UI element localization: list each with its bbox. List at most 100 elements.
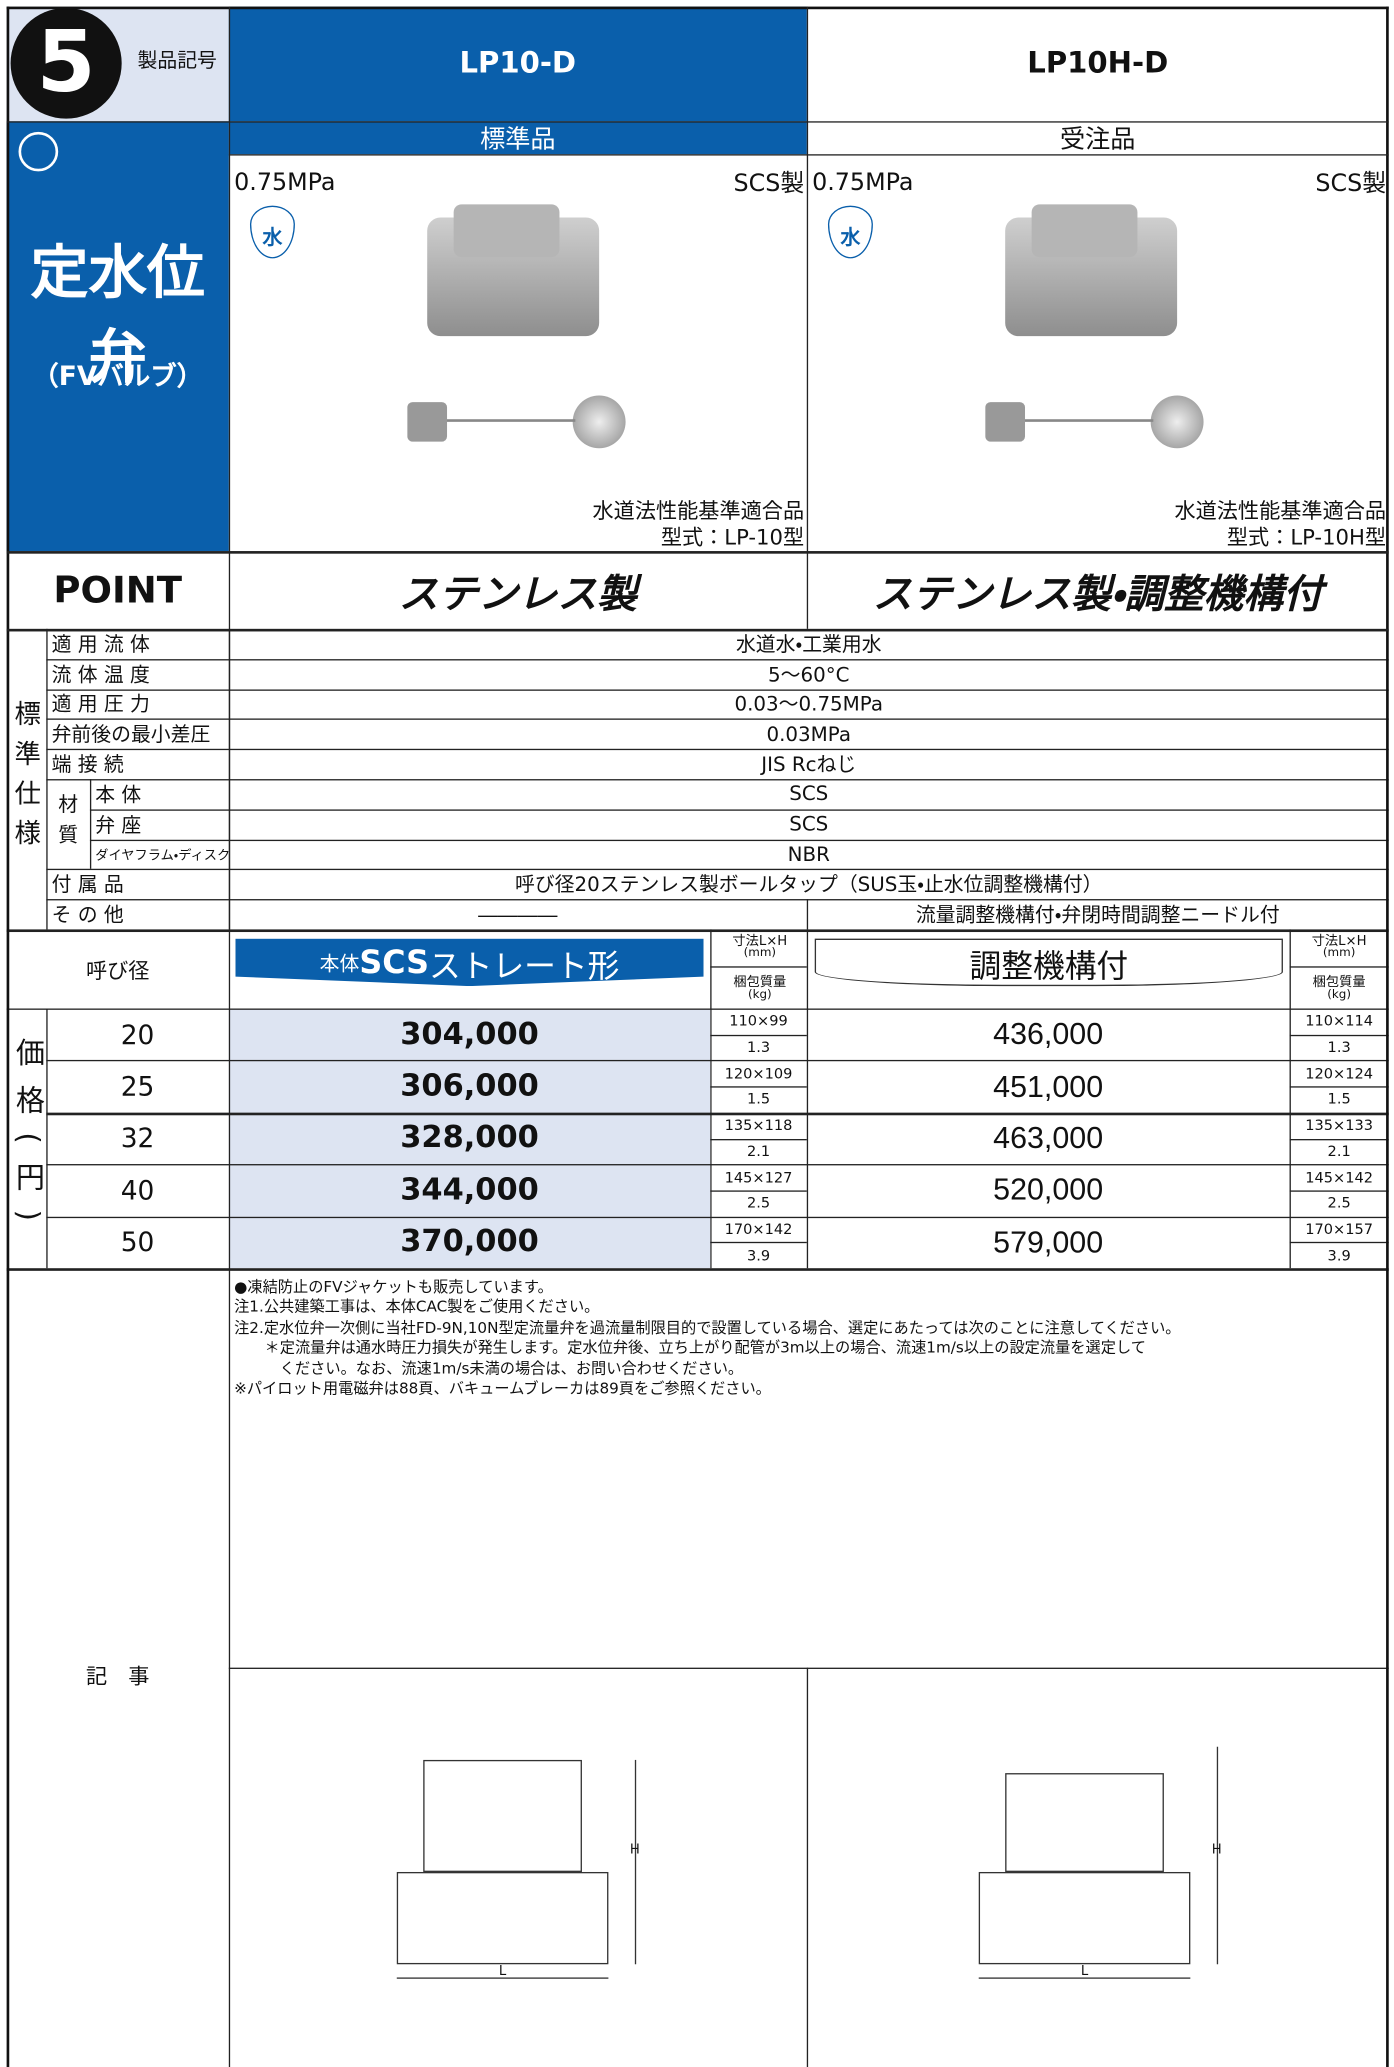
- weight: 2.1: [746, 1142, 771, 1160]
- size: 40: [120, 1174, 155, 1207]
- dimension: 120×109: [724, 1064, 793, 1082]
- ball-tap: [407, 402, 448, 442]
- rule: [1289, 966, 1389, 968]
- spec-value: NBR: [787, 842, 830, 867]
- price-group: 価格(円): [10, 1037, 44, 1240]
- rule: [6, 1008, 1389, 1010]
- float-arm: [1005, 419, 1154, 422]
- weight: 2.5: [746, 1194, 771, 1212]
- drawing-l: L: [498, 1963, 507, 1979]
- spec-value: JIS Rcねじ: [761, 752, 857, 777]
- spec-value: 流量調整機構付・弁閉時間調整ニードル付: [915, 903, 1280, 927]
- weight: 2.1: [1327, 1142, 1351, 1160]
- spec-label: 弁 座: [95, 812, 142, 837]
- spec-label: 弁前後の最小差圧: [51, 722, 211, 747]
- rule: [46, 1060, 1389, 1062]
- number-badge: 5: [10, 7, 122, 119]
- rule: [89, 809, 1389, 811]
- category-cell: [6, 121, 229, 552]
- spec-value: SCS: [789, 782, 829, 806]
- rule: [46, 1216, 1389, 1218]
- drawing-top: [423, 1759, 582, 1872]
- dimension: 170×142: [724, 1220, 793, 1238]
- availability: 受注品: [1060, 125, 1136, 155]
- rule: [46, 1112, 1389, 1116]
- rule: [228, 6, 231, 930]
- drawing-l-line: [978, 1977, 1191, 1979]
- weight: 1.5: [746, 1090, 771, 1108]
- weight: 3.9: [1327, 1246, 1351, 1264]
- drawing-body: [396, 1871, 609, 1965]
- spec-label: 適 用 圧 力: [51, 692, 150, 717]
- text: 本体: [319, 951, 360, 975]
- valve-top: [1031, 204, 1138, 258]
- spec-value: SCS: [789, 812, 829, 837]
- dimension: 135×133: [1305, 1116, 1374, 1134]
- rule: [89, 779, 92, 870]
- dim-unit: (mm): [743, 946, 777, 960]
- rule: [228, 154, 1389, 156]
- rule: [710, 1242, 807, 1244]
- dimension: 135×118: [724, 1116, 793, 1134]
- note-line: ください。なお、流速1m/s未満の場合は、お問い合わせください。: [234, 1358, 744, 1377]
- spec-label: 本 体: [95, 782, 142, 807]
- drawing-body: [978, 1871, 1191, 1965]
- float-ball: [1150, 395, 1204, 449]
- size-label: 呼び径: [85, 958, 150, 984]
- price: 304,000: [228, 1008, 711, 1061]
- spec-label: 流 体 温 度: [51, 662, 150, 687]
- text: ストレート形: [428, 947, 620, 985]
- rule: [6, 929, 1389, 933]
- note-line: 注2.定水位弁一次側に当社FD-9N,10N型定流量弁を過流量制限目的で設置して…: [234, 1317, 1181, 1337]
- availability: 標準品: [228, 121, 807, 155]
- spec-value: 0.03MPa: [766, 722, 852, 746]
- rule: [710, 1138, 807, 1140]
- float-ball: [572, 395, 626, 449]
- material-group: 材質: [55, 793, 80, 855]
- spec-group: 標準仕様: [9, 700, 42, 859]
- category-sub: （FVバルブ）: [32, 359, 204, 391]
- spec-label: 付 属 品: [51, 873, 124, 897]
- spec-label: そ の 他: [51, 903, 124, 927]
- price: 344,000: [228, 1164, 711, 1217]
- weight: 3.9: [746, 1246, 771, 1264]
- price: 436,000: [993, 1016, 1104, 1051]
- rule: [228, 929, 231, 2067]
- dim-label: 寸法L×H: [1311, 934, 1367, 949]
- drawing-h-line: [634, 1759, 637, 1965]
- pressure: 0.75MPa: [812, 168, 914, 196]
- code-label: 製品記号: [137, 48, 217, 72]
- certification: 水道法性能基準適合品: [1174, 498, 1387, 524]
- price: 370,000: [228, 1216, 711, 1269]
- price: 463,000: [993, 1120, 1104, 1155]
- point: ステンレス製・調整機構付: [872, 571, 1323, 618]
- water-icon: 水: [827, 205, 873, 259]
- rule: [1289, 1034, 1389, 1036]
- drawing-l-line: [396, 1977, 609, 1979]
- logo: [18, 131, 59, 172]
- rule: [46, 628, 48, 930]
- dimension: 145×142: [1305, 1168, 1374, 1186]
- price: 451,000: [993, 1068, 1104, 1103]
- ball-tap: [985, 402, 1026, 442]
- rule: [46, 749, 1389, 751]
- certification: 水道法性能基準適合品: [592, 498, 805, 524]
- rule: [46, 658, 1389, 661]
- rule: [806, 1667, 809, 2067]
- rule: [46, 718, 1389, 721]
- note-line: ＊定流量弁は通水時圧力損失が発生します。定水位弁後、立ち上がり配管が3m以上の場…: [234, 1338, 1146, 1357]
- weight-label: 梱包質量: [733, 974, 787, 990]
- rule: [710, 929, 712, 1269]
- model: 型式：LP-10H型: [1226, 524, 1387, 550]
- frame: [6, 6, 1389, 2067]
- dimension: 145×127: [724, 1168, 793, 1186]
- notes-label: 記 事: [85, 1663, 150, 1689]
- float-arm: [427, 419, 576, 422]
- weight-unit: (kg): [1327, 988, 1351, 1002]
- weight-label: 梱包質量: [1312, 974, 1366, 990]
- dim-unit: (mm): [1322, 946, 1356, 960]
- model: 型式：LP-10型: [660, 524, 805, 550]
- dimension: 110×99: [729, 1012, 788, 1031]
- rule: [806, 929, 809, 1269]
